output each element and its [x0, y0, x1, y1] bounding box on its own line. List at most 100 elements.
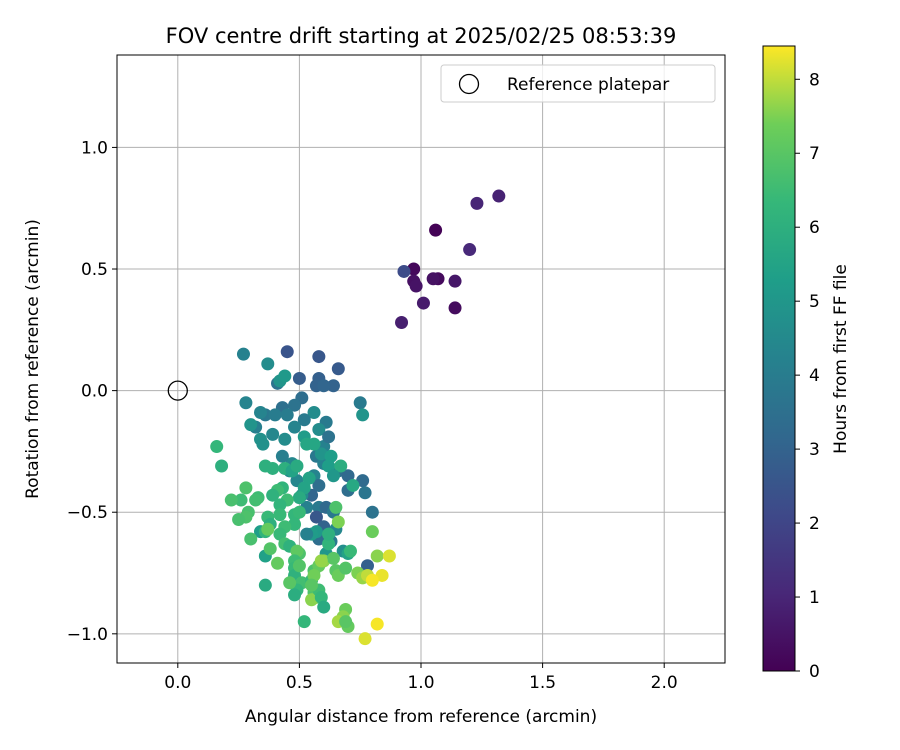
data-point — [312, 478, 326, 492]
data-point — [346, 478, 360, 492]
data-point — [309, 510, 323, 524]
data-point — [326, 551, 340, 565]
y-axis-ticks: −1.0 −0.5 0.0 0.5 1.0 — [67, 138, 117, 645]
data-point — [307, 406, 321, 420]
data-point — [343, 544, 357, 558]
data-point — [234, 493, 248, 507]
data-point — [300, 527, 314, 541]
data-point — [258, 459, 272, 473]
data-point — [360, 559, 374, 573]
colorbar-tick-label: 0 — [809, 662, 820, 682]
colorbar-tick-label: 2 — [809, 514, 820, 534]
colorbar-tick-label: 3 — [809, 440, 820, 460]
data-point — [322, 537, 336, 551]
colorbar-tick-label: 5 — [809, 292, 820, 312]
data-point — [273, 527, 287, 541]
data-point — [407, 262, 421, 276]
data-point — [273, 498, 287, 512]
data-point — [314, 590, 328, 604]
grid — [117, 55, 725, 663]
data-point — [375, 568, 389, 582]
data-point — [331, 362, 345, 376]
data-point — [224, 493, 238, 507]
data-point — [470, 196, 484, 210]
data-point — [280, 408, 294, 422]
x-tick-label: 0.0 — [164, 673, 191, 693]
colorbar-tick-label: 4 — [809, 366, 820, 386]
data-point — [275, 449, 289, 463]
data-point — [297, 413, 311, 427]
colorbar-tick-label: 8 — [809, 70, 820, 90]
data-point — [382, 549, 396, 563]
data-point — [290, 544, 304, 558]
data-point — [253, 406, 267, 420]
data-point — [288, 588, 302, 602]
data-point — [292, 371, 306, 385]
reference-marker-group — [167, 380, 188, 401]
data-point — [239, 396, 253, 410]
data-point — [292, 559, 306, 573]
colorbar: 0 1 2 3 4 5 6 7 8 Hours from first FF file — [762, 45, 851, 682]
data-point — [266, 427, 280, 441]
data-point — [370, 549, 384, 563]
data-point — [326, 469, 340, 483]
data-point — [261, 357, 275, 371]
data-point — [290, 459, 304, 473]
data-point — [314, 447, 328, 461]
y-tick-label: 0.0 — [81, 382, 108, 402]
data-point — [232, 513, 246, 527]
data-point — [322, 527, 336, 541]
data-point — [326, 379, 340, 393]
data-point — [339, 561, 353, 575]
y-tick-label: 0.5 — [81, 260, 108, 280]
data-point — [365, 505, 379, 519]
data-point — [244, 418, 258, 432]
data-point — [334, 459, 348, 473]
data-point — [288, 398, 302, 412]
data-point — [256, 437, 270, 451]
data-point — [300, 437, 314, 451]
data-point — [292, 491, 306, 505]
data-point — [273, 508, 287, 522]
data-point — [278, 369, 292, 383]
colorbar-label: Hours from first FF file — [831, 264, 851, 454]
data-point — [239, 481, 253, 495]
data-point — [358, 632, 372, 646]
data-point — [448, 301, 462, 315]
data-point — [236, 347, 250, 361]
data-point — [314, 554, 328, 568]
data-point — [341, 469, 355, 483]
data-point — [329, 500, 343, 514]
data-point — [297, 481, 311, 495]
data-point — [244, 532, 258, 546]
data-point — [416, 296, 430, 310]
data-point — [426, 272, 440, 286]
x-tick-label: 1.5 — [529, 673, 556, 693]
data-point — [305, 578, 319, 592]
x-axis-label: Angular distance from reference (arcmin) — [245, 707, 597, 727]
data-point — [268, 408, 282, 422]
colorbar-tick-label: 1 — [809, 588, 820, 608]
data-point — [312, 423, 326, 437]
data-point — [356, 408, 370, 422]
data-point — [339, 615, 353, 629]
data-point — [263, 542, 277, 556]
data-point — [292, 505, 306, 519]
data-point — [283, 576, 297, 590]
data-point — [302, 471, 316, 485]
x-axis-ticks: 0.0 0.5 1.0 1.5 2.0 — [164, 663, 678, 693]
data-point — [370, 617, 384, 631]
data-point — [409, 279, 423, 293]
y-tick-label: −0.5 — [67, 503, 108, 523]
data-point — [297, 615, 311, 629]
data-point — [288, 517, 302, 531]
data-point — [429, 223, 443, 237]
data-point — [288, 420, 302, 434]
legend-marker-open-circle — [458, 73, 480, 95]
legend-box — [440, 64, 716, 103]
data-point — [266, 488, 280, 502]
data-point — [324, 449, 338, 463]
data-point — [307, 568, 321, 582]
colorbar-ticks: 0 1 2 3 4 5 6 7 8 — [795, 70, 820, 682]
